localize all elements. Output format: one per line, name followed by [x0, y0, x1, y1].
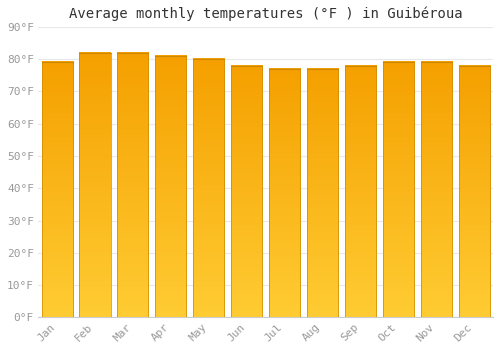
Title: Average monthly temperatures (°F ) in Guibéroua: Average monthly temperatures (°F ) in Gu…	[69, 7, 462, 21]
